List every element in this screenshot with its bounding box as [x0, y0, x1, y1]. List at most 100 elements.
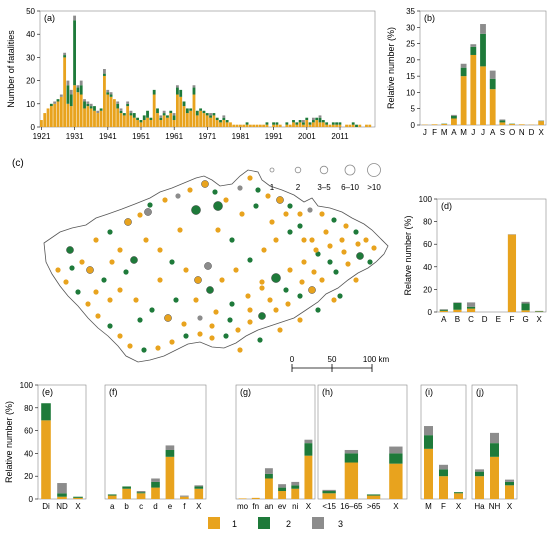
bar-a-1961-series-1	[172, 120, 176, 127]
bar-h-<15-series-3	[322, 489, 336, 492]
bar-a-1968-series-2	[195, 110, 199, 116]
bar-a-1933-series-3	[79, 80, 83, 86]
bar-b-S-series-3	[499, 119, 506, 121]
bar-h-16–65-series-3	[344, 449, 359, 454]
map-location-32	[297, 293, 303, 299]
panel-b-xtick-label: M	[441, 128, 448, 137]
panel-b-xtick-label: J	[481, 128, 485, 137]
map-location-4	[124, 218, 132, 226]
legend-label-2: 2	[286, 519, 291, 529]
bar-b-J-series-1	[480, 66, 486, 125]
panel-g: mo fn an ev ni X (g)	[235, 384, 316, 511]
bar-a-1958-series-3	[162, 110, 166, 114]
bar-f-e-series-2	[165, 449, 175, 457]
bar-a-1959-series-1	[166, 117, 169, 127]
bar-j-X-series-1	[505, 485, 514, 499]
bar-g-ev-series-1	[278, 491, 287, 499]
bar-a-2001-series-2	[305, 117, 309, 121]
bar-a-1973-series-2	[212, 113, 216, 116]
map-location-94	[204, 262, 212, 270]
bar-a-1949-series-2	[132, 113, 136, 118]
bar-g-an-series-2	[264, 473, 273, 479]
panel-h-label: (h)	[322, 387, 333, 397]
bar-g-ni-series-2	[291, 485, 300, 489]
map-location-44	[141, 347, 147, 353]
panel-i-xtick-label: X	[456, 502, 462, 511]
bar-i-X-series-2	[454, 492, 463, 494]
bar-a-1989-series-2	[265, 122, 269, 125]
bar-a-1949-series-1	[132, 117, 136, 127]
bar-a-1947-series-3	[126, 101, 130, 104]
map-location-11	[212, 189, 218, 195]
map-location-79	[219, 277, 225, 283]
map-location-7	[162, 197, 168, 203]
bar-a-2017-series-1	[358, 124, 362, 127]
bar-a-1935-series-2	[86, 103, 90, 107]
bar-h->65-series-2	[366, 494, 381, 496]
panel-a-xtick-label: 1931	[66, 132, 84, 141]
panel-b-xtick-label: M	[460, 128, 467, 137]
bar-f-c-series-2	[136, 492, 146, 494]
bar-b-A-series-2	[489, 78, 496, 90]
map-location-111	[353, 277, 359, 283]
bar-d-B-series-2	[453, 302, 462, 310]
bar-a-1953-series-2	[146, 110, 149, 118]
map-location-91	[191, 205, 201, 215]
map-location-40	[197, 331, 203, 337]
bar-g-ev-series-2	[278, 487, 287, 492]
panel-b-ytick-label: 15	[406, 72, 415, 81]
map-location-98	[157, 277, 163, 283]
bar-a-1930-series-3	[69, 89, 73, 95]
bar-a-1937-series-2	[93, 106, 96, 111]
panel-g-xtick-label: an	[264, 502, 273, 511]
bar-g-an-series-3	[264, 468, 273, 474]
bar-i-M-series-3	[424, 426, 433, 436]
bar-g-ni-series-3	[291, 481, 300, 486]
bar-j-Ha-series-2	[475, 471, 484, 477]
bar-a-2005-series-1	[318, 122, 322, 127]
map-location-16	[265, 193, 271, 199]
map-location-96	[213, 201, 223, 211]
bar-g-ev-series-3	[278, 484, 287, 488]
map-location-43	[155, 345, 161, 351]
map-location-18	[287, 203, 293, 209]
bar-a-1952-series-1	[142, 120, 146, 127]
bar-f-X-series-3	[194, 485, 204, 487]
bar-a-1963-series-1	[179, 96, 183, 127]
bar-a-1972-series-3	[209, 113, 212, 116]
panel-f-xtick-label: b	[124, 502, 129, 511]
map-location-74	[157, 247, 163, 253]
bar-a-1972-series-2	[209, 115, 212, 118]
map-location-50	[75, 289, 81, 295]
scale-bar-tick-100: 100 km	[363, 355, 390, 364]
panel-g-xtick-label: X	[306, 502, 312, 511]
map-location-22	[331, 217, 337, 223]
map-location-17	[276, 196, 284, 204]
panel-i-label: (i)	[425, 387, 433, 397]
map-location-23	[343, 223, 349, 229]
bar-a-1980-series-1	[235, 124, 239, 127]
bar-a-1945-series-1	[119, 113, 123, 127]
panel-e-xtick-label: Di	[42, 502, 50, 511]
panel-h-xtick-label: 16–65	[340, 502, 363, 511]
bar-a-1969-series-2	[199, 108, 203, 111]
bar-a-1971-series-2	[205, 113, 209, 116]
map-location-109	[323, 229, 329, 235]
map-location-85	[301, 237, 307, 243]
map-location-128	[123, 269, 129, 275]
size-legend-label-1: 1	[270, 183, 275, 192]
bar-d-A-series-1	[439, 310, 448, 312]
bar-a-1936-series-1	[89, 108, 93, 127]
panel-i-xtick-label: M	[425, 502, 432, 511]
bar-a-1979-series-1	[232, 124, 236, 127]
panel-h-xtick-label: >65	[367, 502, 381, 511]
bar-a-1966-series-2	[189, 108, 193, 111]
bar-a-1936-series-2	[89, 106, 93, 109]
bar-a-2000-series-1	[302, 124, 305, 127]
bar-a-1956-series-2	[156, 108, 159, 114]
map-location-82	[261, 247, 267, 253]
panel-a-xtick-label: 2011	[331, 132, 349, 141]
bar-a-1983-series-2	[245, 122, 249, 125]
bar-a-2019-series-1	[365, 124, 368, 127]
map-size-legend: 1 2 3–5 6–10 >10	[269, 163, 381, 192]
